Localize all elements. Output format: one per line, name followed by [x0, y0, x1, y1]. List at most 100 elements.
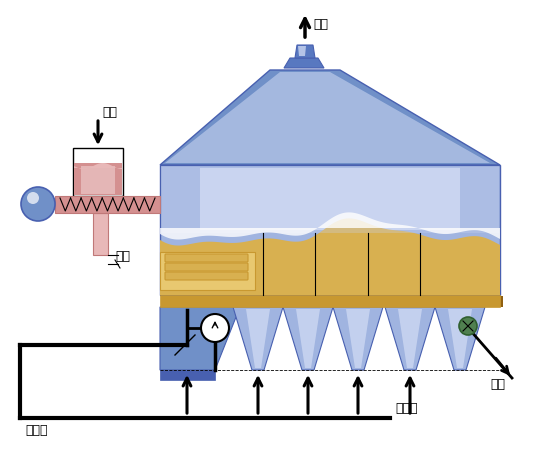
FancyBboxPatch shape	[165, 254, 248, 262]
Polygon shape	[73, 148, 123, 196]
Text: 热空气: 热空气	[25, 424, 48, 436]
Polygon shape	[190, 295, 197, 306]
FancyBboxPatch shape	[165, 263, 248, 271]
Polygon shape	[333, 307, 383, 370]
Polygon shape	[401, 295, 405, 306]
Polygon shape	[478, 295, 485, 306]
Polygon shape	[385, 307, 435, 370]
Polygon shape	[233, 307, 283, 370]
Polygon shape	[199, 295, 206, 306]
Polygon shape	[81, 166, 115, 194]
Polygon shape	[316, 295, 323, 306]
Polygon shape	[246, 309, 270, 368]
Polygon shape	[346, 309, 370, 368]
Text: 湿料: 湿料	[102, 105, 117, 119]
Polygon shape	[352, 295, 359, 306]
Polygon shape	[284, 58, 324, 68]
Circle shape	[27, 192, 39, 204]
Polygon shape	[275, 295, 279, 306]
Polygon shape	[203, 295, 207, 306]
Polygon shape	[334, 295, 341, 306]
Polygon shape	[469, 295, 476, 306]
Polygon shape	[325, 295, 332, 306]
Text: 干品: 干品	[490, 378, 505, 392]
Polygon shape	[55, 196, 160, 213]
Polygon shape	[160, 213, 500, 240]
Polygon shape	[160, 370, 215, 380]
Polygon shape	[262, 295, 269, 306]
Polygon shape	[455, 295, 459, 306]
Polygon shape	[161, 166, 499, 233]
Polygon shape	[451, 295, 458, 306]
Polygon shape	[160, 165, 500, 295]
Circle shape	[21, 187, 55, 221]
Polygon shape	[347, 295, 351, 306]
Polygon shape	[160, 252, 255, 290]
Polygon shape	[370, 295, 377, 306]
Polygon shape	[379, 295, 386, 306]
Polygon shape	[74, 163, 122, 169]
Polygon shape	[397, 295, 404, 306]
Polygon shape	[226, 295, 233, 306]
Polygon shape	[398, 309, 422, 368]
Polygon shape	[343, 295, 350, 306]
Polygon shape	[181, 295, 188, 306]
Polygon shape	[361, 295, 368, 306]
Polygon shape	[289, 295, 296, 306]
Polygon shape	[283, 307, 333, 370]
Polygon shape	[296, 309, 320, 368]
Polygon shape	[487, 295, 494, 306]
Polygon shape	[419, 295, 423, 306]
Polygon shape	[163, 295, 170, 306]
Polygon shape	[293, 295, 297, 306]
Polygon shape	[253, 295, 260, 306]
Polygon shape	[160, 307, 240, 370]
Polygon shape	[433, 295, 440, 306]
Polygon shape	[257, 295, 261, 306]
Polygon shape	[365, 295, 369, 306]
Polygon shape	[185, 295, 189, 306]
Polygon shape	[424, 295, 431, 306]
Polygon shape	[473, 295, 477, 306]
Polygon shape	[448, 309, 472, 368]
Polygon shape	[160, 295, 500, 307]
Polygon shape	[167, 295, 171, 306]
Polygon shape	[160, 70, 500, 165]
Polygon shape	[329, 295, 333, 306]
Polygon shape	[172, 295, 179, 306]
Polygon shape	[298, 46, 306, 56]
Polygon shape	[383, 295, 387, 306]
Polygon shape	[200, 168, 460, 230]
Polygon shape	[442, 295, 449, 306]
Polygon shape	[295, 45, 315, 58]
Polygon shape	[435, 307, 485, 370]
Polygon shape	[74, 163, 122, 195]
Polygon shape	[217, 295, 224, 306]
Polygon shape	[406, 295, 413, 306]
Polygon shape	[496, 295, 503, 306]
Polygon shape	[415, 295, 422, 306]
Polygon shape	[208, 295, 215, 306]
Polygon shape	[437, 295, 441, 306]
Circle shape	[459, 317, 477, 335]
Polygon shape	[221, 295, 225, 306]
Polygon shape	[298, 295, 305, 306]
Polygon shape	[244, 295, 251, 306]
Polygon shape	[307, 295, 314, 306]
Circle shape	[201, 314, 229, 342]
Polygon shape	[160, 218, 500, 295]
Polygon shape	[271, 295, 278, 306]
Polygon shape	[165, 72, 490, 163]
Polygon shape	[235, 295, 242, 306]
Polygon shape	[388, 295, 395, 306]
Polygon shape	[239, 295, 243, 306]
Text: 冷空气: 冷空气	[395, 402, 418, 414]
Polygon shape	[311, 295, 315, 306]
Text: 蒸汽: 蒸汽	[115, 251, 130, 263]
Polygon shape	[280, 295, 287, 306]
Text: 尾气: 尾气	[313, 18, 328, 32]
Polygon shape	[491, 295, 495, 306]
FancyBboxPatch shape	[165, 272, 248, 280]
Polygon shape	[93, 213, 108, 255]
Polygon shape	[460, 295, 467, 306]
